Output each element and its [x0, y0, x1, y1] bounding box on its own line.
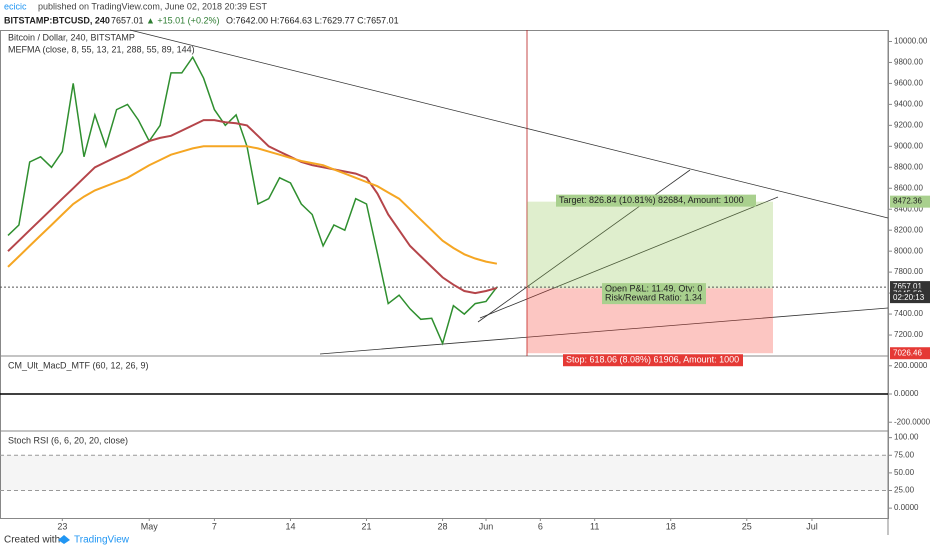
position-label: Target: 826.84 (10.81%) 82684, Amount: 1… [559, 195, 744, 205]
footer-created: Created with [4, 535, 60, 546]
y-tick-label: 8200.00 [894, 225, 923, 234]
footer-brand[interactable]: TradingView [74, 535, 130, 546]
x-tick-label: 7 [212, 521, 217, 531]
price-label: 7026.46 [893, 348, 922, 357]
price-series [7, 119, 498, 295]
symbol: BITSTAMP:BTCUSD, 240 [4, 15, 110, 25]
x-tick-label: 21 [362, 521, 372, 531]
label-box [556, 194, 756, 207]
trendline [479, 196, 779, 319]
x-tick-label: 18 [666, 521, 676, 531]
last: 7657.01 [111, 15, 144, 25]
x-tick-label: May [141, 521, 159, 531]
y-tick-label: 0.0000 [894, 503, 919, 512]
y-tick-label: 7400.00 [894, 309, 923, 318]
chart-subtitle: MEFMA (close, 8, 55, 13, 21, 288, 55, 89… [8, 44, 195, 54]
published: published on TradingView.com, June 02, 2… [38, 1, 267, 11]
y-tick-label: 7800.00 [894, 267, 923, 276]
price-label: 8472.36 [893, 197, 922, 206]
indicator-title: Stoch RSI (6, 6, 20, 20, close) [8, 435, 128, 445]
x-tick-label: Jun [479, 521, 494, 531]
timer-bg [890, 292, 930, 304]
y-tick-label: 10000.00 [894, 37, 928, 46]
indicator-title: CM_Ult_MacD_MTF (60, 12, 26, 9) [8, 360, 149, 370]
y-tick-label: 9600.00 [894, 79, 923, 88]
publisher[interactable]: ecicic [4, 1, 27, 11]
y-tick-label: 0.0000 [894, 389, 919, 398]
y-tick-label: 8400.00 [894, 204, 923, 213]
y-tick-label: 8000.00 [894, 246, 923, 255]
x-tick-label: Jul [806, 521, 818, 531]
price-label-bg [890, 347, 930, 360]
x-tick-label: 25 [742, 521, 752, 531]
dynamic-layer: 7200.007400.007600.007800.008000.008200.… [0, 37, 931, 531]
y-tick-label: 9400.00 [894, 99, 923, 108]
stoch-band [0, 455, 888, 491]
position-label: Stop: 618.06 (8.08%) 61906, Amount: 1000 [566, 355, 739, 365]
x-tick-label: 28 [438, 521, 448, 531]
profit-zone [527, 201, 773, 289]
y-tick-label: 9800.00 [894, 58, 923, 67]
brand-logo [58, 535, 70, 544]
y-tick-label: 8800.00 [894, 162, 923, 171]
label-box [563, 354, 743, 367]
y-tick-label: 25.00 [894, 486, 915, 495]
y-tick-label: 9200.00 [894, 120, 923, 129]
x-tick-label: 11 [590, 521, 599, 531]
ohlc: O:7642.00 H:7664.63 L:7629.77 C:7657.01 [226, 15, 399, 25]
x-tick-label: 6 [538, 521, 543, 531]
price-label: 7657.01 [893, 282, 922, 291]
y-tick-label: -200.0000 [894, 417, 931, 426]
chart-title: Bitcoin / Dollar, 240, BITSTAMP [8, 32, 135, 42]
y-tick-label: 200.0000 [894, 361, 928, 370]
position-label: Risk/Reward Ratio: 1.34 [605, 292, 702, 302]
y-tick-label: 100.00 [894, 433, 919, 442]
change: ▲ +15.01 (+0.2%) [146, 15, 219, 25]
trendline [129, 29, 889, 219]
label-box [602, 292, 706, 305]
y-tick-label: 50.00 [894, 468, 915, 477]
timer: 02:20:13 [893, 293, 925, 302]
x-tick-label: 14 [285, 521, 295, 531]
price-series [7, 55, 498, 346]
price-label-bg [890, 195, 930, 208]
price-series [7, 145, 498, 268]
y-tick-label: 8600.00 [894, 183, 923, 192]
x-tick-label: 23 [57, 521, 67, 531]
position-label: Open P&L: 11.49, Qty: 0 [605, 283, 702, 293]
trendline [319, 307, 889, 355]
y-tick-label: 75.00 [894, 450, 915, 459]
y-tick-label: 9000.00 [894, 141, 923, 150]
y-tick-label: 7200.00 [894, 330, 923, 339]
